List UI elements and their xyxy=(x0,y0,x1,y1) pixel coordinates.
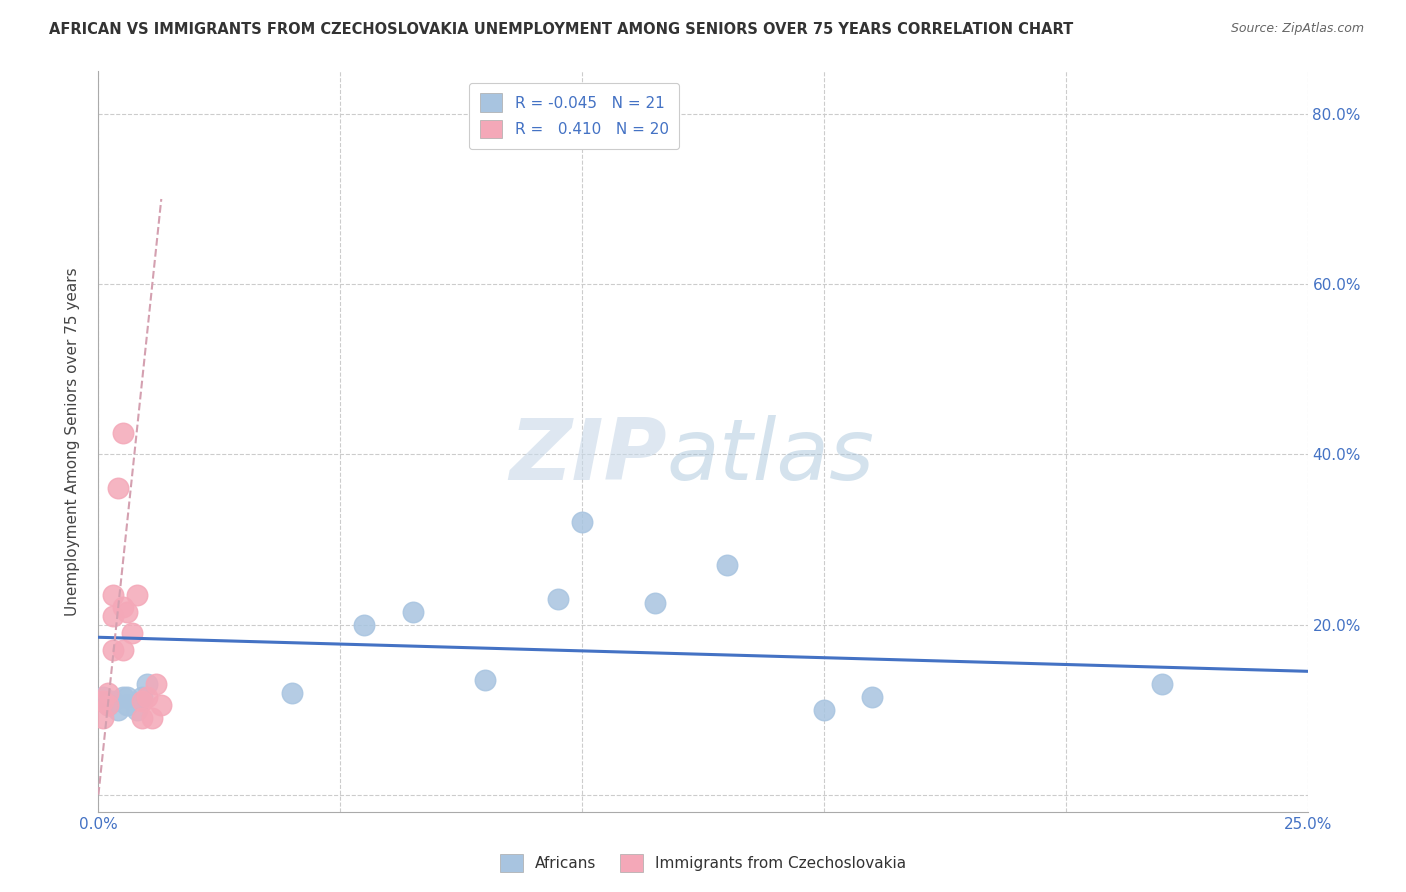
Point xyxy=(1152,677,1174,691)
Point xyxy=(111,690,134,704)
Point xyxy=(141,711,163,725)
Point xyxy=(353,617,375,632)
Point xyxy=(117,605,139,619)
Point xyxy=(101,588,124,602)
Point xyxy=(813,703,835,717)
Point xyxy=(127,703,149,717)
Point xyxy=(150,698,173,713)
Point xyxy=(131,694,153,708)
Point xyxy=(121,626,143,640)
Y-axis label: Unemployment Among Seniors over 75 years: Unemployment Among Seniors over 75 years xyxy=(65,268,80,615)
Point xyxy=(474,673,496,687)
Point xyxy=(101,643,124,657)
Point xyxy=(117,690,139,704)
Point xyxy=(91,690,114,704)
Point xyxy=(860,690,883,704)
Point xyxy=(716,558,738,572)
Legend: R = -0.045   N = 21, R =   0.410   N = 20: R = -0.045 N = 21, R = 0.410 N = 20 xyxy=(468,83,679,149)
Point xyxy=(91,711,114,725)
Point xyxy=(117,698,139,713)
Point xyxy=(402,605,425,619)
Point xyxy=(135,677,157,691)
Point xyxy=(111,600,134,615)
Point xyxy=(97,698,120,713)
Point xyxy=(101,609,124,624)
Point xyxy=(135,690,157,704)
Point xyxy=(111,425,134,440)
Point xyxy=(131,690,153,704)
Text: Source: ZipAtlas.com: Source: ZipAtlas.com xyxy=(1230,22,1364,36)
Point xyxy=(644,596,666,610)
Point xyxy=(131,711,153,725)
Point xyxy=(145,677,167,691)
Point xyxy=(107,481,129,495)
Point xyxy=(127,588,149,602)
Legend: Africans, Immigrants from Czechoslovakia: Africans, Immigrants from Czechoslovakia xyxy=(492,846,914,880)
Point xyxy=(107,703,129,717)
Text: ZIP: ZIP xyxy=(509,415,666,498)
Text: AFRICAN VS IMMIGRANTS FROM CZECHOSLOVAKIA UNEMPLOYMENT AMONG SENIORS OVER 75 YEA: AFRICAN VS IMMIGRANTS FROM CZECHOSLOVAKI… xyxy=(49,22,1073,37)
Point xyxy=(101,694,124,708)
Point xyxy=(91,694,114,708)
Point xyxy=(571,516,593,530)
Point xyxy=(97,698,120,713)
Point xyxy=(97,685,120,699)
Point xyxy=(547,591,569,606)
Text: atlas: atlas xyxy=(666,415,875,498)
Point xyxy=(281,685,304,699)
Point xyxy=(111,643,134,657)
